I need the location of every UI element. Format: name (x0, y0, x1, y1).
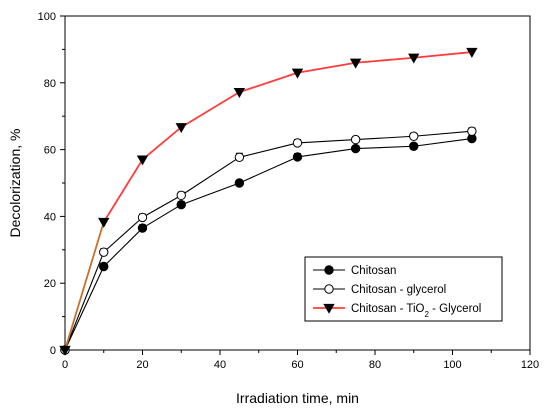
legend-item-2: Chitosan - TiO2 - Glycerol (313, 303, 481, 319)
series-2-line-segment (102, 159, 144, 223)
series-0-point (99, 261, 109, 272)
legend: Chitosan Chitosan - glycerol Chitosan - Ti… (304, 256, 503, 322)
x-tick-label: 40 (214, 359, 226, 371)
series-1-line-segment (413, 130, 472, 137)
series-0-line-segment (413, 138, 472, 147)
legend-label: Chitosan (351, 265, 396, 277)
series-0-point (234, 178, 245, 188)
x-tick-label: 120 (521, 359, 539, 371)
series-0-point (292, 152, 303, 162)
series-1-line-segment (180, 156, 240, 196)
series-1-point (137, 212, 148, 223)
series-2-point (408, 53, 420, 64)
series-0-point (409, 141, 419, 151)
legend-item-1: Chitosan - glycerol (313, 284, 446, 296)
series-2-point (233, 88, 246, 98)
x-axis-title: Irradiation time, min (236, 390, 359, 406)
series-1-line-segment (64, 251, 105, 351)
series-0-point (350, 143, 361, 154)
series-2-point (98, 217, 110, 228)
y-tick-label: 0 (50, 345, 56, 357)
series-1-line-segment (355, 135, 414, 141)
legend-label-part: Chitosan - TiO (351, 303, 425, 315)
x-tick-label: 100 (443, 359, 461, 371)
legend-marker (324, 284, 334, 294)
y-tick-label: 20 (44, 278, 56, 290)
legend-marker (323, 303, 335, 314)
series-2-line-segment (239, 71, 298, 94)
series-0-line-segment (297, 148, 356, 158)
series-1-point (234, 152, 245, 162)
series-1-point (176, 190, 186, 201)
legend-label-part: - Glycerol (429, 303, 481, 315)
series-1-point (350, 134, 361, 145)
series-1-point (409, 131, 419, 141)
legend-item-0: Chitosan (313, 265, 396, 277)
series-2-line-segment (180, 91, 240, 128)
series-0-line-segment (181, 182, 240, 206)
series-1-point (99, 247, 109, 257)
legend-label-part: 2 (425, 310, 430, 319)
series-2-line-segment (355, 56, 414, 64)
series-2-point (349, 58, 362, 69)
series-2-line-segment (141, 126, 182, 161)
series-1-point (467, 126, 477, 136)
series-0-line-segment (142, 204, 182, 229)
series-0-line-segment (64, 266, 105, 351)
legend-label-part: Chitosan (351, 265, 396, 277)
x-tick-label: 20 (136, 359, 148, 371)
series-2 (59, 47, 478, 356)
series-2-line-segment (64, 221, 105, 351)
series-2-point (291, 68, 304, 79)
series-0-line-segment (239, 156, 298, 184)
y-axis-title: Decolorization, % (7, 129, 23, 238)
series-layer (59, 47, 478, 356)
y-tick-label: 60 (44, 145, 56, 157)
series-1-line-segment (239, 142, 298, 158)
series-2-point (59, 345, 71, 356)
y-tick-label: 80 (44, 78, 56, 90)
x-tick-label: 0 (62, 359, 68, 371)
x-axis-ticks: 0 20 40 60 80 100 120 (62, 350, 539, 371)
legend-marker (324, 265, 334, 275)
series-0-point (137, 223, 148, 233)
x-tick-label: 60 (291, 359, 303, 371)
y-tick-label: 100 (38, 11, 56, 23)
x-tick-label: 80 (369, 359, 381, 371)
series-0-line-segment (103, 227, 143, 267)
series-2-point (175, 123, 187, 134)
series-1-line-segment (297, 139, 356, 144)
series-2-line-segment (297, 61, 356, 74)
legend-label-part: Chitosan - glycerol (351, 284, 446, 296)
series-1-line-segment (103, 216, 143, 253)
series-2-point (466, 47, 478, 58)
y-tick-label: 40 (44, 211, 56, 223)
series-1-point (292, 138, 303, 148)
series-0-point (176, 200, 186, 210)
series-0-line-segment (355, 145, 414, 150)
legend-label: Chitosan - TiO2 - Glycerol (351, 303, 481, 319)
series-1-line-segment (142, 194, 182, 218)
y-axis-ticks: 0 20 40 60 80 100 (38, 11, 65, 357)
series-2-point (136, 155, 149, 166)
series-2-line-segment (413, 51, 472, 59)
legend-label: Chitosan - glycerol (351, 284, 446, 296)
